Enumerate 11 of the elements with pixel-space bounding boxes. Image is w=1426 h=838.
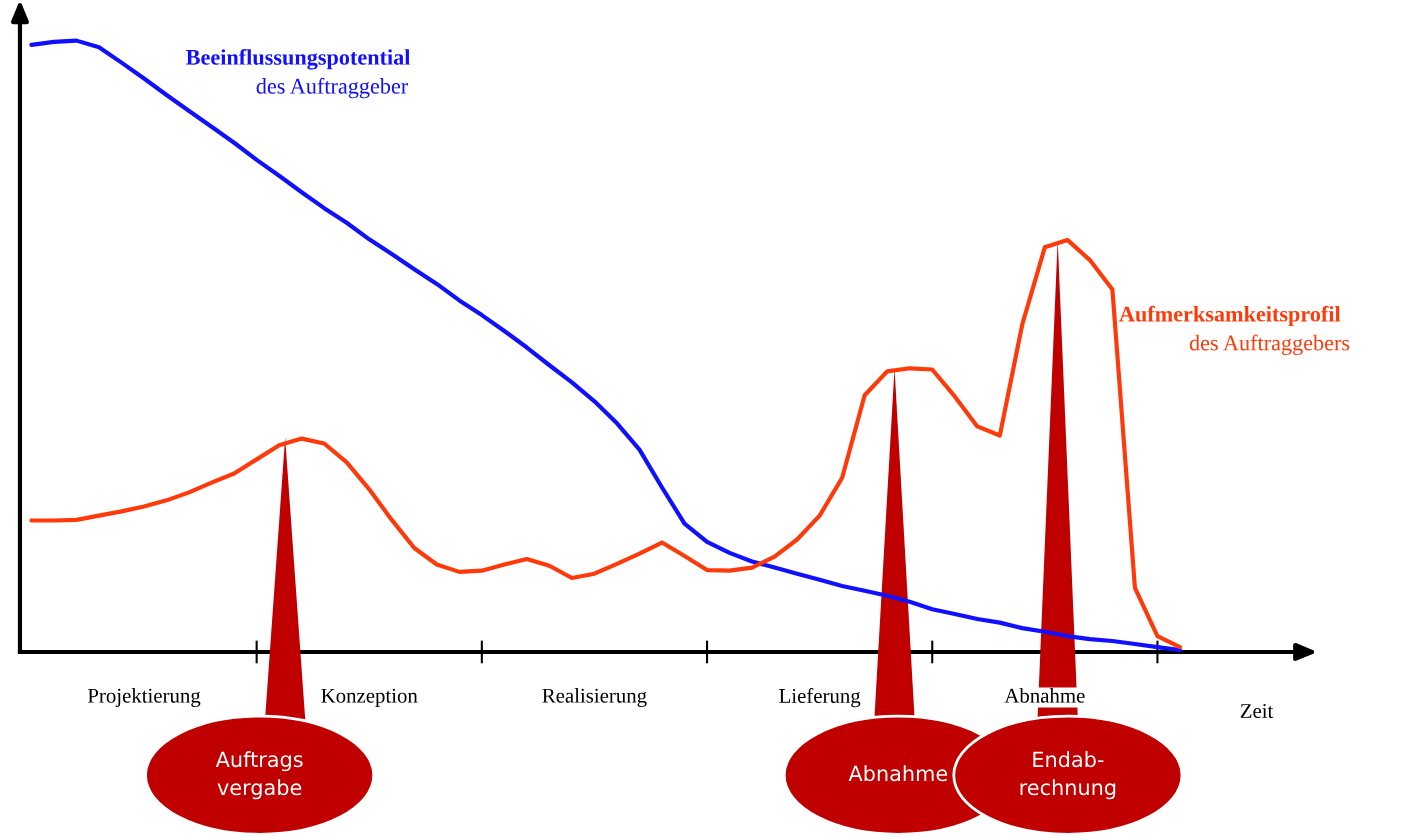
- x-tick-label: Projektierung: [87, 688, 201, 708]
- text: Abnahme: [848, 765, 948, 782]
- x-tick-label: Abnahme: [1004, 688, 1085, 703]
- x-axis-title: Zeit: [1240, 703, 1274, 718]
- x-tick-label: Realisierung: [542, 688, 647, 708]
- x-tick-label: Konzeption: [321, 688, 418, 707]
- text: Endab- rechnung: [1020, 751, 1116, 800]
- series-label: Aufmerksamkeitsprofil des Auftraggebers: [1119, 305, 1350, 356]
- text: Auftrags vergabe: [215, 751, 303, 800]
- x-tick-label: Lieferung: [779, 688, 861, 708]
- series-label: Beeinflussungspotential des Auftraggeber: [186, 48, 411, 99]
